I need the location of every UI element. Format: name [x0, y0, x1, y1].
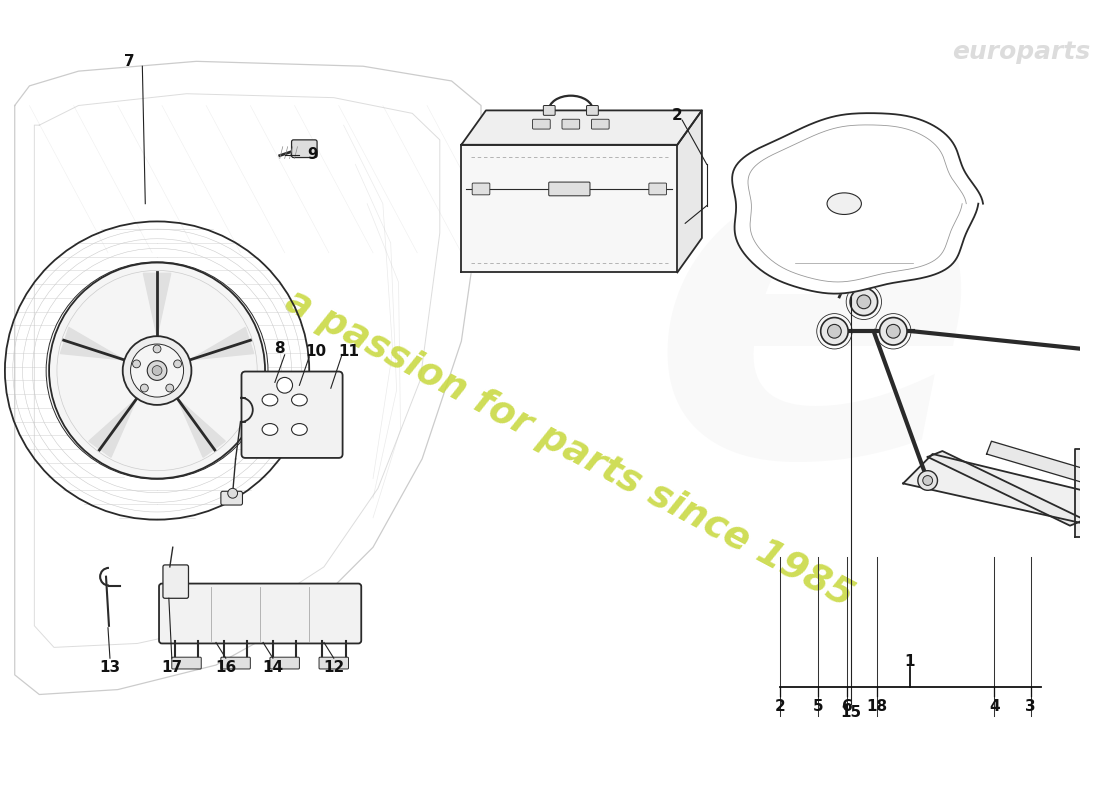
Circle shape: [881, 254, 891, 265]
Ellipse shape: [262, 423, 278, 435]
Circle shape: [1093, 463, 1100, 478]
Circle shape: [131, 344, 184, 397]
Ellipse shape: [292, 423, 307, 435]
Polygon shape: [903, 454, 1094, 522]
FancyBboxPatch shape: [242, 371, 342, 458]
Polygon shape: [733, 113, 983, 294]
Circle shape: [166, 384, 174, 392]
Polygon shape: [461, 145, 678, 272]
Polygon shape: [678, 110, 702, 272]
Text: europarts: europarts: [952, 39, 1090, 63]
FancyBboxPatch shape: [532, 119, 550, 129]
FancyBboxPatch shape: [562, 119, 580, 129]
Polygon shape: [143, 274, 170, 336]
FancyBboxPatch shape: [270, 657, 299, 669]
Text: 15: 15: [840, 705, 861, 720]
Text: 14: 14: [262, 661, 284, 675]
Text: a passion for parts since 1985: a passion for parts since 1985: [279, 283, 859, 614]
Circle shape: [827, 325, 842, 338]
Circle shape: [887, 325, 900, 338]
Ellipse shape: [262, 394, 278, 406]
Ellipse shape: [292, 394, 307, 406]
Text: 16: 16: [216, 661, 236, 675]
Polygon shape: [1075, 449, 1100, 538]
Circle shape: [152, 366, 162, 375]
FancyBboxPatch shape: [221, 657, 251, 669]
FancyBboxPatch shape: [160, 583, 361, 643]
Text: 11: 11: [338, 344, 359, 359]
Circle shape: [917, 470, 937, 490]
Circle shape: [133, 360, 141, 368]
Text: 3: 3: [1025, 698, 1036, 714]
FancyBboxPatch shape: [172, 657, 201, 669]
Circle shape: [277, 378, 293, 393]
Text: 4: 4: [989, 698, 1000, 714]
Polygon shape: [927, 451, 1085, 526]
Circle shape: [1093, 486, 1100, 501]
Text: 17: 17: [162, 661, 183, 675]
Text: 2: 2: [776, 698, 785, 714]
Ellipse shape: [827, 193, 861, 214]
Circle shape: [821, 318, 848, 345]
Polygon shape: [89, 398, 136, 458]
Polygon shape: [987, 442, 1100, 494]
Polygon shape: [177, 398, 225, 458]
Ellipse shape: [46, 262, 268, 479]
Circle shape: [843, 274, 852, 284]
Text: 13: 13: [99, 661, 121, 675]
Text: e: e: [650, 86, 980, 557]
Circle shape: [147, 361, 167, 380]
Polygon shape: [461, 110, 702, 145]
FancyBboxPatch shape: [649, 183, 667, 195]
Text: 6: 6: [842, 698, 852, 714]
FancyBboxPatch shape: [586, 106, 598, 115]
Text: 18: 18: [866, 698, 888, 714]
Text: 12: 12: [323, 661, 344, 675]
Circle shape: [228, 488, 238, 498]
Text: 1: 1: [904, 654, 915, 669]
Text: 2: 2: [672, 108, 683, 123]
FancyBboxPatch shape: [163, 565, 188, 598]
Circle shape: [1093, 510, 1100, 526]
FancyBboxPatch shape: [292, 140, 317, 158]
Circle shape: [174, 360, 182, 368]
FancyBboxPatch shape: [319, 657, 349, 669]
Circle shape: [923, 475, 933, 486]
FancyBboxPatch shape: [549, 182, 590, 196]
Circle shape: [153, 345, 161, 353]
Text: 10: 10: [306, 344, 327, 359]
Polygon shape: [60, 327, 124, 360]
FancyBboxPatch shape: [592, 119, 609, 129]
Circle shape: [50, 262, 265, 478]
Text: 5: 5: [813, 698, 823, 714]
FancyBboxPatch shape: [472, 183, 490, 195]
Circle shape: [141, 384, 149, 392]
Text: 7: 7: [124, 54, 135, 69]
Circle shape: [880, 318, 907, 345]
FancyBboxPatch shape: [543, 106, 556, 115]
FancyBboxPatch shape: [221, 491, 242, 505]
Text: 9: 9: [307, 147, 318, 162]
Circle shape: [850, 288, 878, 315]
Text: 8: 8: [275, 342, 285, 357]
Polygon shape: [189, 327, 254, 360]
Circle shape: [123, 336, 191, 405]
Circle shape: [857, 295, 871, 309]
